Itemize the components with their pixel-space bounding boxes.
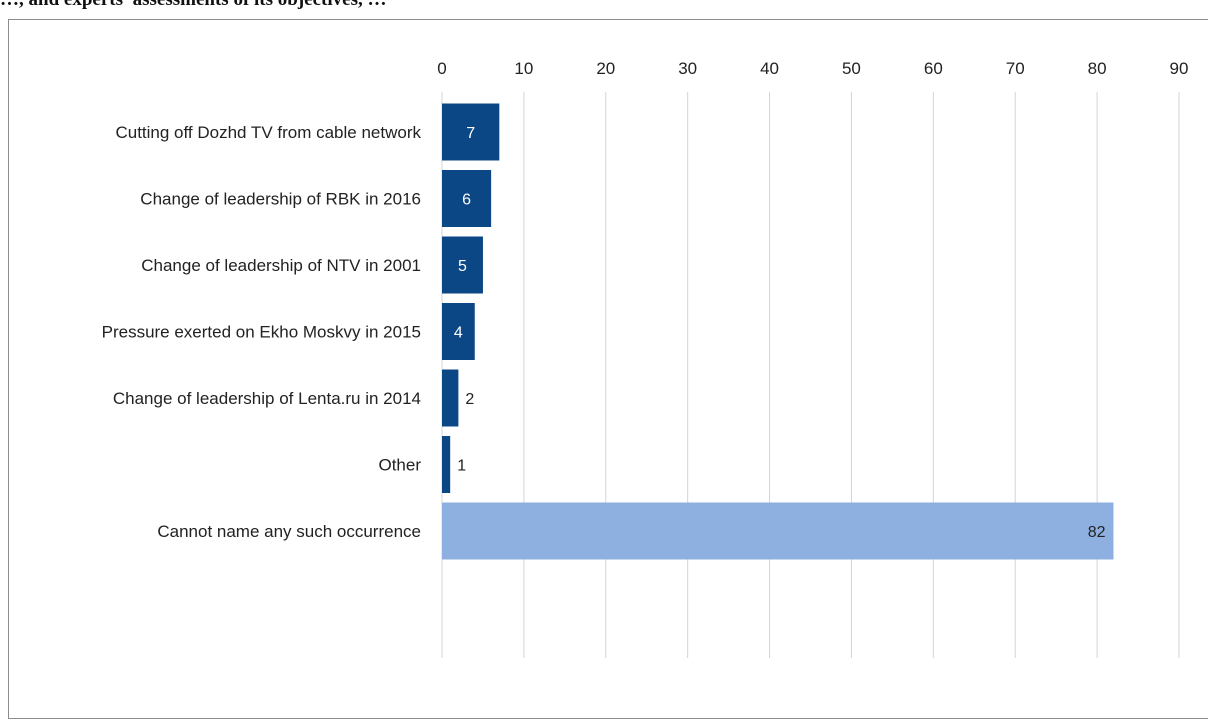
x-tick-label: 50	[842, 59, 861, 78]
x-tick-label: 90	[1170, 59, 1189, 78]
clipped-heading: …, and experts’ assessments of its objec…	[0, 0, 1208, 9]
x-tick-label: 70	[1006, 59, 1025, 78]
data-label: 7	[466, 125, 475, 142]
category-label: Cannot name any such occurrence	[157, 522, 421, 541]
data-label: 5	[458, 258, 467, 275]
data-label: 4	[454, 325, 463, 342]
bar	[442, 236, 483, 294]
category-label: Change of leadership of Lenta.ru in 2014	[113, 389, 421, 408]
category-label: Other	[378, 456, 421, 475]
data-label: 82	[1088, 524, 1106, 541]
bar	[442, 303, 475, 360]
x-tick-label: 60	[924, 59, 943, 78]
category-label: Change of leadership of RBK in 2016	[140, 190, 421, 209]
data-label: 6	[462, 192, 471, 209]
category-label: Change of leadership of NTV in 2001	[141, 256, 421, 275]
horizontal-bar-chart: 0 10 20 30 40 50 60 70 80 90 Cutting off Dozhd TV …	[102, 59, 1189, 658]
x-tick-label: 30	[678, 59, 697, 78]
bar	[442, 436, 451, 493]
x-tick-label: 80	[1088, 59, 1107, 78]
x-tick-label: 40	[760, 59, 779, 78]
category-label: Cutting off Dozhd TV from cable network	[115, 123, 421, 142]
bar	[442, 502, 1114, 560]
bar	[442, 170, 492, 227]
bar	[442, 103, 500, 161]
data-label: 1	[457, 458, 466, 475]
data-label: 2	[465, 391, 474, 408]
bar	[442, 369, 459, 427]
x-tick-label: 10	[514, 59, 533, 78]
x-tick-label: 0	[437, 59, 446, 78]
chart-frame: 0 10 20 30 40 50 60 70 80 90 Cutting off Dozhd TV …	[8, 19, 1208, 719]
x-tick-label: 20	[596, 59, 615, 78]
category-label: Pressure exerted on Ekho Moskvy in 2015	[102, 323, 421, 342]
